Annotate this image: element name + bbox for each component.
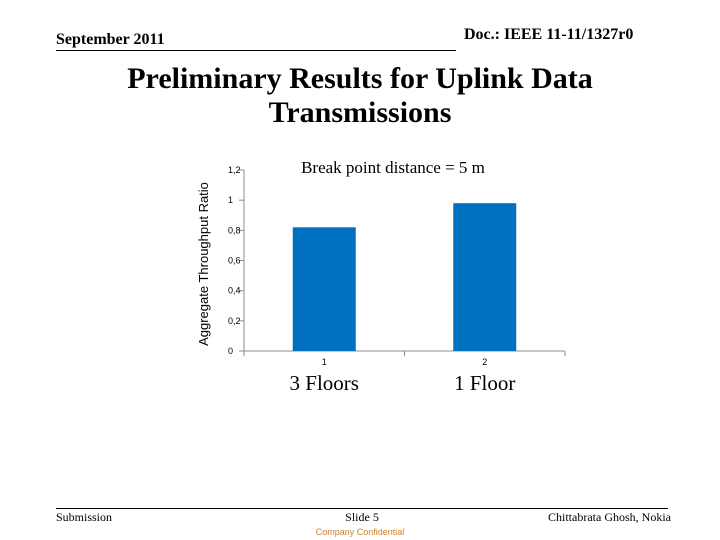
header-date: September 2011 bbox=[56, 31, 165, 48]
category-label: 3 Floors bbox=[290, 371, 359, 395]
slide-title: Preliminary Results for Uplink Data Tran… bbox=[127, 62, 593, 129]
y-tick-label: 0,6 bbox=[228, 256, 241, 266]
footer-author: Chittabrata Ghosh, Nokia bbox=[548, 510, 671, 524]
y-tick-label: 0,4 bbox=[228, 286, 241, 296]
category-label: 1 Floor bbox=[454, 371, 515, 395]
y-tick-label: 0,8 bbox=[228, 225, 241, 235]
y-tick-label: 1 bbox=[228, 195, 233, 205]
chart-labels: 0 0,2 0,4 0,6 0,8 1 1,2 1 3 Floors 2 1 Floor Break … bbox=[196, 158, 515, 395]
footer-confidential: Company Confidential bbox=[315, 527, 405, 537]
footer-rule bbox=[56, 508, 668, 509]
chart-bars bbox=[292, 203, 517, 351]
bar bbox=[292, 227, 356, 351]
x-tick-label: 1 bbox=[322, 357, 327, 367]
bar bbox=[453, 203, 517, 351]
y-axis-label: Aggregate Throughput Ratio bbox=[196, 182, 211, 346]
y-tick-label: 0,2 bbox=[228, 316, 241, 326]
footer-slide-number: Slide 5 bbox=[345, 510, 379, 524]
header-rule bbox=[56, 50, 456, 51]
x-tick-label: 2 bbox=[482, 357, 487, 367]
header-doc-id: Doc.: IEEE 11-11/1327r0 bbox=[464, 26, 634, 43]
chart-title: Break point distance = 5 m bbox=[301, 158, 485, 177]
y-tick-label: 0 bbox=[228, 346, 233, 356]
y-tick-label: 1,2 bbox=[228, 165, 241, 175]
footer-submission: Submission bbox=[56, 510, 113, 524]
